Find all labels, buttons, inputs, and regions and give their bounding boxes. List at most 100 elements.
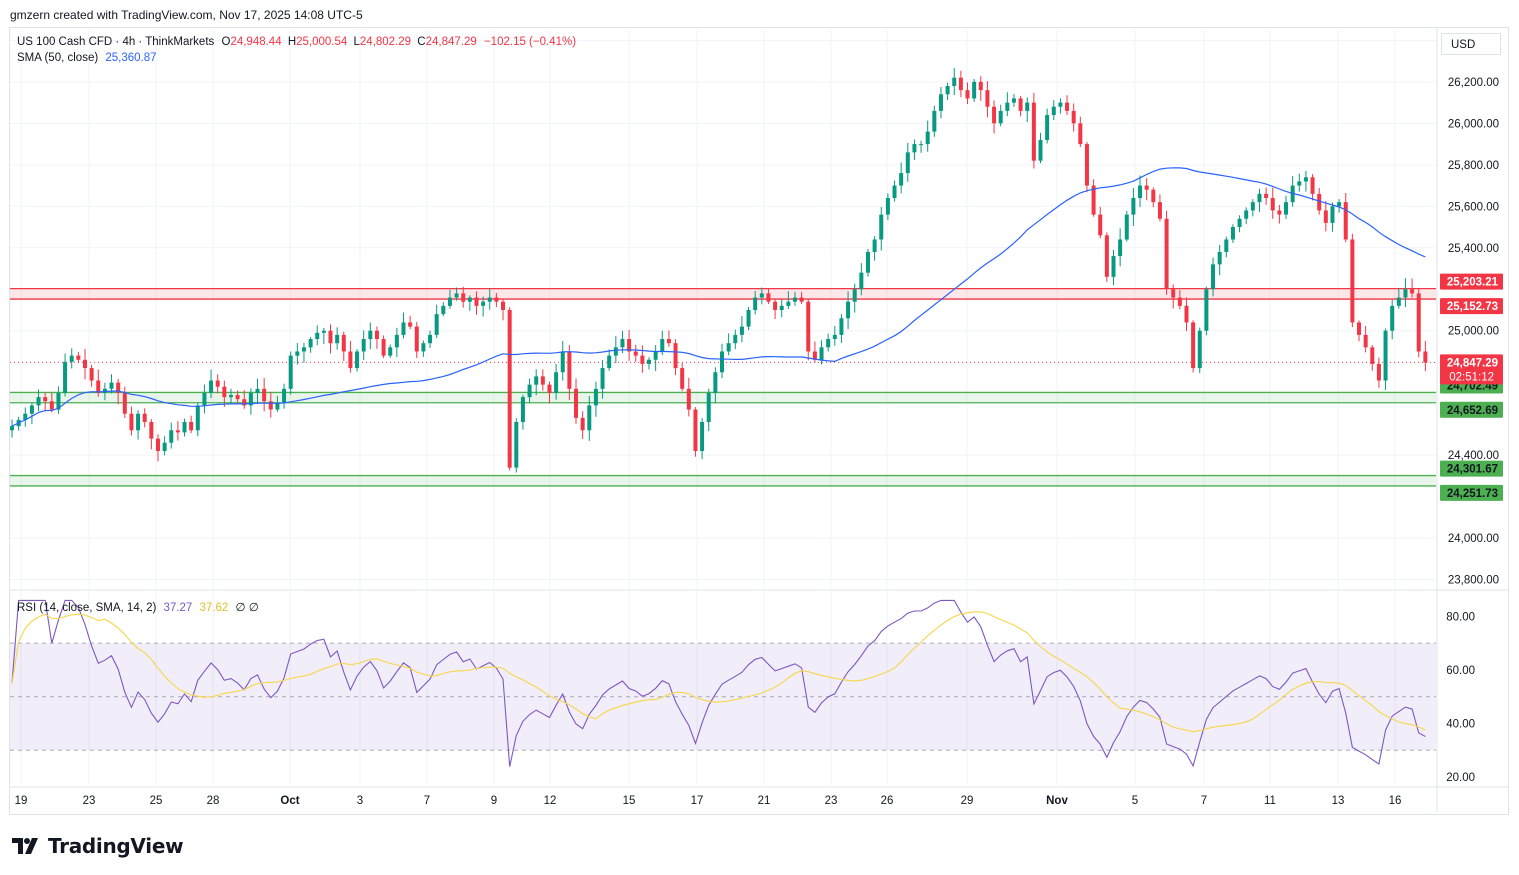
currency-selector[interactable]: USD xyxy=(1441,33,1501,55)
candle-body xyxy=(978,81,983,91)
symbol-label[interactable]: US 100 Cash CFD · 4h · ThinkMarkets xyxy=(17,36,215,48)
candle-body xyxy=(1211,264,1216,290)
rsi-legend-value: 37.27 xyxy=(163,602,193,614)
candle-body xyxy=(720,351,724,373)
time-tick-label: 23 xyxy=(825,795,838,807)
candle-body xyxy=(965,90,970,99)
candle-body xyxy=(700,422,705,452)
resistance-price-tag-label: 25,152.73 xyxy=(1447,301,1498,313)
candle-body xyxy=(527,384,532,398)
sma-legend-label: SMA (50, close) xyxy=(17,52,99,64)
candle-body xyxy=(620,339,625,348)
candle-body xyxy=(1177,297,1182,306)
candle-body xyxy=(660,339,665,352)
time-tick-label: 23 xyxy=(83,795,96,807)
time-tick-label: Oct xyxy=(280,795,299,807)
tradingview-logo[interactable]: TradingView xyxy=(12,834,184,858)
candle-body xyxy=(1230,227,1235,240)
candle-body xyxy=(295,351,300,356)
candle-body xyxy=(640,355,645,364)
candle-body xyxy=(786,301,791,306)
high-value: 25,000.54 xyxy=(296,36,348,48)
countdown-label: 02:51:12 xyxy=(1449,371,1494,383)
candle-body xyxy=(666,339,671,344)
candle-body xyxy=(1131,198,1136,215)
candle-body xyxy=(355,351,360,369)
candle-body xyxy=(1330,206,1335,223)
candle-body xyxy=(1237,218,1242,228)
open-label: O xyxy=(221,36,231,48)
time-tick-label: 26 xyxy=(881,795,894,807)
sma-legend-value: 25,360.87 xyxy=(105,52,157,64)
candle-body xyxy=(474,297,479,306)
candle-body xyxy=(613,347,618,356)
candle-body xyxy=(627,339,632,352)
candle-body xyxy=(182,422,187,433)
candle-body xyxy=(633,351,638,356)
time-tick-label: 17 xyxy=(691,795,704,807)
rsi-legend-label: RSI (14, close, SMA, 14, 2) xyxy=(17,602,157,614)
close-value: 24,847.29 xyxy=(425,36,477,48)
candle-body xyxy=(23,413,28,420)
candle-body xyxy=(766,293,771,302)
candle-body xyxy=(361,339,366,352)
time-tick-label: 28 xyxy=(207,795,220,807)
open-value: 24,948.44 xyxy=(230,36,282,48)
price-tick-label: 26,200.00 xyxy=(1448,77,1499,89)
candle-body xyxy=(1423,351,1428,363)
candle-body xyxy=(1416,293,1421,352)
support-zone xyxy=(10,475,1436,486)
candle-body xyxy=(859,272,864,290)
candle-body xyxy=(408,322,413,327)
candle-body xyxy=(892,185,897,198)
rsi-legend[interactable]: RSI (14, close, SMA, 14, 2) 37.27 37.62 … xyxy=(17,600,259,614)
candle-body xyxy=(414,326,419,352)
tradingview-logo-text: TradingView xyxy=(48,834,184,858)
candle-body xyxy=(1091,185,1096,215)
candle-body xyxy=(1138,185,1143,198)
grid-lines xyxy=(10,28,1508,812)
candle-body xyxy=(487,297,492,302)
price-zones xyxy=(10,287,1436,487)
time-tick-label: 12 xyxy=(544,795,557,807)
candle-body xyxy=(56,392,61,410)
tradingview-logo-icon xyxy=(12,838,38,854)
candle-body xyxy=(693,409,698,452)
candle-body xyxy=(1376,363,1381,381)
candle-body xyxy=(255,388,260,393)
candle-body xyxy=(686,388,691,410)
ohlc-legend: US 100 Cash CFD · 4h · ThinkMarkets O24,… xyxy=(17,36,576,48)
candle-body xyxy=(1257,193,1262,203)
candle-body xyxy=(607,355,612,369)
candle-body xyxy=(149,422,154,439)
candle-body xyxy=(374,330,379,340)
candle-body xyxy=(301,347,306,352)
candle-body xyxy=(865,251,870,273)
candle-body xyxy=(832,334,837,340)
candlestick-series xyxy=(10,67,1428,473)
candle-body xyxy=(753,297,758,310)
rsi-sma-legend-value: 37.62 xyxy=(199,602,229,614)
time-tick-label: 9 xyxy=(491,795,497,807)
time-tick-label: 7 xyxy=(424,795,430,807)
candle-body xyxy=(534,376,539,385)
time-tick-label: 5 xyxy=(1132,795,1138,807)
candle-body xyxy=(1323,210,1328,223)
price-tick-label: 25,400.00 xyxy=(1448,243,1499,255)
resistance-price-tag xyxy=(1440,273,1503,290)
rsi-tick-label: 80.00 xyxy=(1446,611,1475,623)
sma-legend[interactable]: SMA (50, close) 25,360.87 xyxy=(17,52,157,64)
chart-frame[interactable] xyxy=(9,27,1509,815)
candle-body xyxy=(806,301,811,352)
candle-body xyxy=(441,305,446,315)
candle-body xyxy=(1071,110,1076,124)
candle-body xyxy=(746,310,751,327)
candle-body xyxy=(242,399,247,406)
candle-body xyxy=(1410,289,1415,294)
candle-body xyxy=(554,372,559,393)
candle-body xyxy=(520,397,525,422)
candle-body xyxy=(1363,334,1368,348)
candle-body xyxy=(1184,305,1189,323)
candle-body xyxy=(195,405,200,431)
